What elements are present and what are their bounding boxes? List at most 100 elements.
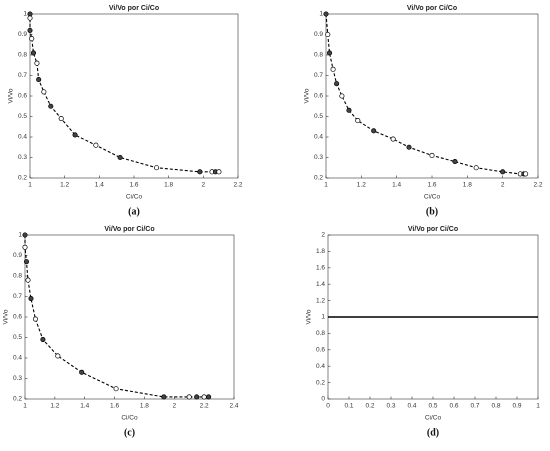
data-point [27, 27, 33, 33]
data-point [186, 394, 192, 400]
x-tick-label: 1.4 [392, 182, 401, 189]
y-tick-label: 0.6 [13, 314, 22, 321]
x-tick-label: 1 [324, 182, 328, 189]
data-point [28, 295, 34, 302]
panel-caption: (b) [426, 206, 438, 217]
data-point [22, 232, 28, 238]
y-tick-label: 1.4 [316, 281, 325, 288]
data-point [161, 394, 167, 400]
data-point [23, 259, 30, 265]
x-tick-label: 0.9 [512, 403, 521, 410]
chart-title: Vi/Vo por Ci/Co [407, 5, 457, 12]
data-point [79, 369, 85, 375]
x-tick-label: 2 [202, 182, 206, 189]
data-point [325, 31, 331, 38]
x-tick-label: 1.6 [129, 182, 138, 189]
y-tick-label: 1.6 [316, 265, 325, 272]
x-tick-label: 1.8 [463, 182, 472, 189]
data-point [34, 60, 40, 66]
y-tick-label: 0.8 [316, 330, 325, 337]
data-point [197, 169, 203, 175]
x-tick-label: 1.2 [60, 182, 69, 189]
x-tick-label: 1.8 [140, 403, 149, 410]
data-point [406, 144, 412, 150]
y-tick-label: 1 [18, 232, 22, 239]
y-tick-label: 0.8 [13, 273, 22, 280]
y-tick-label: 0.2 [316, 379, 325, 386]
data-point [339, 93, 345, 99]
x-axis-label: Ci/Co [126, 194, 143, 201]
y-tick-label: 0.8 [18, 52, 27, 59]
data-point [390, 136, 396, 142]
x-tick-label: 0.4 [407, 403, 416, 410]
x-tick-label: 1 [536, 403, 540, 410]
y-axis-label: Vi/Vo [8, 88, 15, 103]
y-tick-label: 0.4 [13, 355, 22, 362]
x-tick-label: 1.6 [427, 182, 436, 189]
x-tick-label: 0.1 [344, 403, 353, 410]
y-tick-label: 0.7 [314, 72, 323, 79]
y-tick-label: 0 [321, 396, 325, 403]
chart-title: Vi/Vo por Ci/Co [104, 226, 154, 233]
chart-title: Vi/Vo por Ci/Co [408, 226, 458, 233]
data-point [27, 11, 33, 17]
data-point [27, 15, 33, 21]
data-point [216, 169, 222, 175]
panel-caption: (c) [124, 427, 135, 438]
y-axis-label: Vi/Vo [304, 88, 311, 103]
y-tick-label: 0.4 [316, 363, 325, 370]
y-tick-label: 0.8 [314, 52, 323, 59]
data-line [325, 13, 526, 175]
y-tick-label: 0.7 [18, 72, 27, 79]
data-point [93, 142, 99, 148]
data-point [25, 277, 31, 283]
data-point [40, 336, 46, 343]
x-tick-label: 1.4 [95, 182, 104, 189]
x-axis-label: Ci/Co [121, 415, 138, 422]
data-point [194, 394, 200, 400]
x-tick-label: 1 [23, 403, 27, 410]
y-axis-label: Vi/Vo [3, 309, 10, 324]
x-axis-label: Ci/Co [424, 194, 441, 201]
y-tick-label: 0.7 [13, 293, 22, 300]
y-tick-label: 0.3 [13, 375, 22, 382]
y-tick-label: 0.9 [314, 31, 323, 38]
plot-area [24, 234, 235, 400]
y-tick-label: 0.5 [13, 334, 22, 341]
data-point [29, 36, 35, 42]
x-tick-label: 0.3 [386, 403, 395, 410]
chart-title: Vi/Vo por Ci/Co [109, 5, 159, 12]
y-tick-label: 2 [321, 232, 325, 239]
x-tick-label: 1.2 [50, 403, 59, 410]
data-point [201, 394, 207, 400]
panel-caption: (d) [427, 427, 439, 438]
x-tick-label: 0.8 [491, 403, 500, 410]
y-tick-label: 0.2 [13, 396, 22, 403]
data-point [117, 154, 123, 161]
y-tick-label: 0.5 [314, 113, 323, 120]
y-tick-label: 1.2 [316, 297, 325, 304]
panel-caption: (a) [128, 206, 140, 217]
y-tick-label: 1 [23, 11, 27, 18]
y-tick-label: 1.8 [316, 248, 325, 255]
data-point [346, 107, 352, 113]
x-tick-label: 1.8 [164, 182, 173, 189]
x-tick-label: 1.2 [357, 182, 366, 189]
y-tick-label: 0.4 [18, 134, 27, 141]
x-tick-label: 1.4 [80, 403, 89, 410]
data-point [30, 50, 37, 56]
data-point [32, 316, 39, 322]
x-tick-label: 2 [501, 182, 505, 189]
y-tick-label: 0.9 [13, 252, 22, 259]
data-point [22, 244, 28, 250]
data-point [323, 11, 329, 17]
y-tick-label: 1 [319, 11, 323, 18]
data-point [58, 116, 64, 122]
data-point [48, 103, 54, 109]
y-tick-label: 1 [321, 314, 325, 321]
y-tick-label: 0.4 [314, 134, 323, 141]
y-tick-label: 0.3 [18, 154, 27, 161]
data-point [41, 89, 47, 95]
y-tick-label: 0.9 [18, 31, 27, 38]
